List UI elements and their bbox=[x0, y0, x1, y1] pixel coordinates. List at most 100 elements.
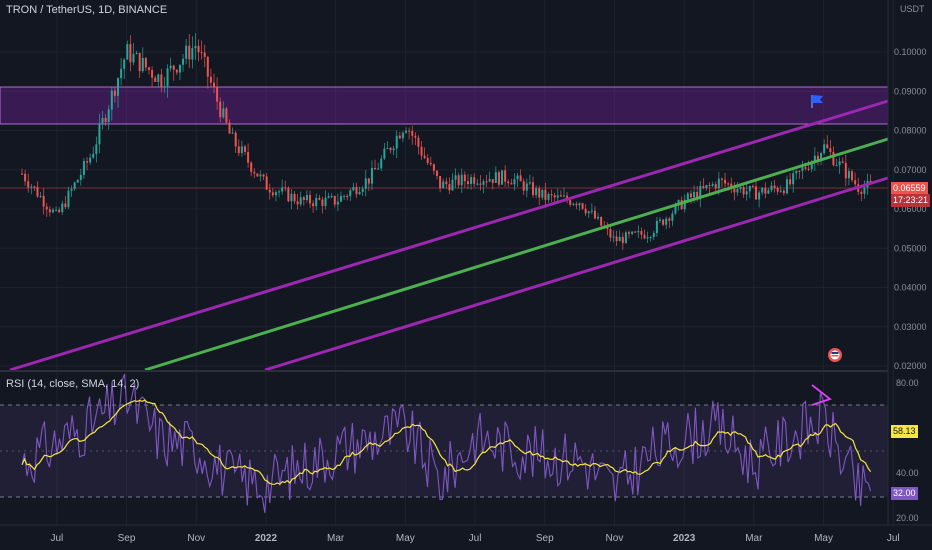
candle-body bbox=[727, 183, 730, 185]
candle-body bbox=[321, 199, 324, 206]
candle-body bbox=[408, 130, 411, 132]
price-tick-label: 0.06000 bbox=[894, 204, 927, 214]
candle-body bbox=[377, 168, 380, 170]
candle-body bbox=[175, 69, 178, 73]
candle-body bbox=[686, 193, 689, 200]
candle-body bbox=[33, 186, 36, 188]
candle-body bbox=[501, 170, 504, 185]
candle-body bbox=[67, 190, 70, 208]
candle-body bbox=[203, 52, 206, 57]
candle-body bbox=[383, 148, 386, 159]
rsi-tick-label: 40.00 bbox=[896, 468, 919, 478]
candle-body bbox=[745, 191, 748, 195]
candle-body bbox=[355, 186, 358, 195]
candle-body bbox=[720, 178, 723, 180]
candle-body bbox=[268, 189, 271, 193]
candle-body bbox=[538, 188, 541, 198]
candle-body bbox=[838, 161, 841, 166]
candle-body bbox=[182, 58, 185, 65]
candle-body bbox=[621, 236, 624, 244]
time-tick-label: Nov bbox=[187, 533, 205, 544]
us-flag-event-icon[interactable] bbox=[828, 348, 842, 362]
candle-body bbox=[733, 188, 736, 193]
price-tick-label: 0.07000 bbox=[894, 165, 927, 175]
candle-body bbox=[324, 197, 327, 206]
candle-body bbox=[76, 179, 79, 183]
candle-body bbox=[58, 209, 61, 213]
candle-body bbox=[479, 183, 482, 185]
candle-body bbox=[401, 132, 404, 139]
candle-body bbox=[683, 199, 686, 210]
candle-body bbox=[491, 179, 494, 183]
candle-body bbox=[792, 173, 795, 185]
candle-body bbox=[801, 167, 804, 171]
candle-body bbox=[262, 174, 265, 177]
price-axis[interactable]: USDT 0.10000 0.09000 0.08000 0.07000 0.06000… bbox=[894, 4, 927, 371]
candle-body bbox=[395, 135, 398, 149]
candle-body bbox=[55, 209, 58, 211]
time-axis[interactable]: Jul Sep Nov 2022 Mar May Jul Sep Nov 2023 Mar May Ju… bbox=[50, 533, 899, 544]
time-tick-label: May bbox=[396, 533, 415, 544]
candle-body bbox=[593, 210, 596, 219]
candle-body bbox=[290, 193, 293, 202]
candle-body bbox=[27, 181, 30, 188]
candle-body bbox=[624, 232, 627, 244]
time-tick-label: May bbox=[814, 533, 833, 544]
candle-body bbox=[854, 180, 857, 185]
candle-body bbox=[61, 203, 64, 213]
candle-body bbox=[770, 185, 773, 191]
candle-body bbox=[287, 188, 290, 202]
channel-middle-line bbox=[144, 137, 889, 372]
rsi-line bbox=[21, 373, 872, 513]
candle-body bbox=[330, 195, 333, 197]
candle-body bbox=[293, 193, 296, 202]
candle-body bbox=[160, 74, 163, 88]
candle-body bbox=[696, 191, 699, 200]
candle-body bbox=[343, 195, 346, 197]
rsi-ma-line bbox=[21, 399, 872, 485]
candle-body bbox=[457, 175, 460, 186]
candle-body bbox=[333, 195, 336, 205]
rsi-tick-label: 80.00 bbox=[896, 378, 919, 388]
candle-body bbox=[535, 188, 538, 196]
candle-body bbox=[779, 190, 782, 192]
candle-body bbox=[117, 78, 120, 96]
candle-body bbox=[200, 52, 203, 54]
candle-body bbox=[767, 190, 770, 194]
candle-body bbox=[841, 161, 844, 163]
candle-body bbox=[470, 177, 473, 185]
candle-body bbox=[693, 191, 696, 198]
candle-body bbox=[439, 175, 442, 189]
candle-body bbox=[113, 90, 116, 96]
candle-body bbox=[717, 178, 720, 189]
channel-lower-line bbox=[264, 176, 889, 372]
candle-body bbox=[658, 219, 661, 221]
candle-body bbox=[51, 209, 54, 213]
time-tick-label: Mar bbox=[327, 533, 345, 544]
candle-body bbox=[213, 82, 216, 88]
candle-body bbox=[259, 174, 262, 177]
candle-body bbox=[516, 175, 519, 180]
candle-body bbox=[494, 172, 497, 183]
candle-body bbox=[110, 90, 113, 110]
candle-body bbox=[649, 237, 652, 239]
candle-body bbox=[724, 179, 727, 184]
candle-body bbox=[358, 192, 361, 195]
candle-body bbox=[606, 227, 609, 230]
rsi-axis[interactable]: 80.00 40.00 20.00 bbox=[896, 378, 919, 523]
candle-body bbox=[761, 187, 764, 193]
candle-body bbox=[755, 186, 758, 200]
candle-body bbox=[349, 190, 352, 196]
candle-body bbox=[265, 176, 268, 190]
candle-body bbox=[45, 206, 48, 210]
time-tick-label: Nov bbox=[606, 533, 624, 544]
candle-body bbox=[432, 164, 435, 171]
candle-body bbox=[420, 146, 423, 156]
candle-body bbox=[609, 229, 612, 238]
candle-body bbox=[454, 175, 457, 180]
candle-body bbox=[776, 188, 779, 192]
candle-body bbox=[169, 65, 172, 69]
candle-body bbox=[699, 186, 702, 200]
candle-body bbox=[86, 161, 89, 163]
